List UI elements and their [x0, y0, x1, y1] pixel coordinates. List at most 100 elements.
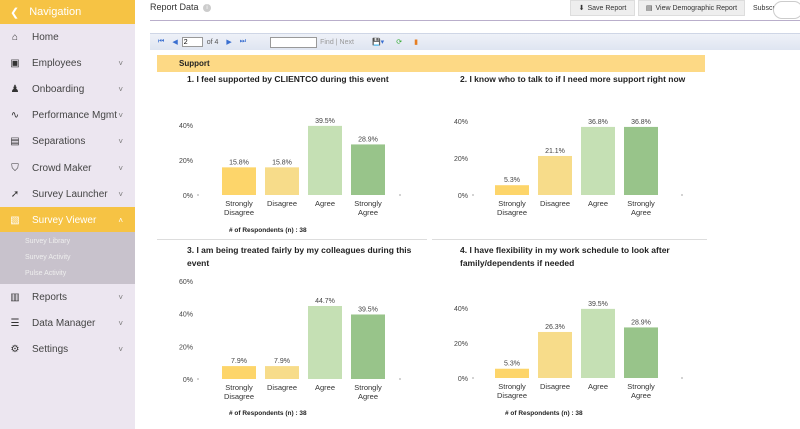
find-link[interactable]: Find: [320, 38, 334, 46]
sidebar-subitem-survey-library[interactable]: Survey Library: [25, 238, 71, 245]
pulse-icon: ∿: [10, 109, 20, 121]
category-label: Strongly Disagree: [224, 199, 254, 217]
page-count: of 4: [206, 38, 219, 46]
bar: [581, 308, 615, 378]
chevron-down-icon: ˅: [118, 136, 123, 146]
data-label: 36.8%: [631, 119, 651, 126]
prev-page-icon[interactable]: ◀: [172, 39, 178, 46]
sidebar-subitem-survey-activity[interactable]: Survey Activity: [25, 254, 71, 261]
data-label: 39.5%: [358, 306, 378, 313]
chevron-left-icon: ❮: [10, 6, 20, 19]
y-tick-label: 20%: [179, 344, 193, 351]
category-label: Strongly Agree: [627, 199, 655, 217]
y-tick-label: 0%: [458, 193, 468, 200]
sidebar-item-home[interactable]: ⌂ Home: [0, 24, 135, 50]
respondents-count-1: # of Respondents (n) : 38: [229, 227, 307, 234]
divider: [432, 239, 707, 240]
crowd-icon: ⛉: [11, 162, 19, 174]
gear-icon: ⚙: [10, 343, 20, 355]
category-label: Agree: [315, 199, 335, 208]
category-label: Strongly Disagree: [497, 199, 527, 217]
sidebar-item-onboarding[interactable]: ♟ Onboarding ˅: [0, 76, 135, 102]
sidebar-item-separations[interactable]: ▤ Separations ˅: [0, 128, 135, 154]
axis-dot: [197, 378, 199, 380]
subscribe-label: Subscribe: [753, 5, 785, 12]
data-label: 39.5%: [588, 301, 608, 308]
sidebar-item-settings[interactable]: ⚙ Settings ˅: [0, 336, 135, 362]
y-tick-label: 0%: [183, 193, 193, 200]
category-label: Strongly Agree: [354, 199, 382, 217]
info-icon[interactable]: i: [203, 4, 211, 12]
sidebar-item-crowd-maker[interactable]: ⛉ Crowd Maker ˅: [0, 155, 135, 181]
save-icon: ⬇: [578, 5, 585, 12]
sidebar-item-data-manager[interactable]: ☰ Data Manager ˅: [0, 310, 135, 336]
bar: [308, 305, 342, 379]
divider: [157, 239, 427, 240]
data-label: 44.7%: [315, 298, 335, 305]
survey-viewer-submenu: Survey Library Survey Activity Pulse Act…: [0, 232, 135, 284]
sidebar-item-employees[interactable]: ▣ Employees ˅: [0, 50, 135, 76]
rocket-icon: ➚: [10, 188, 20, 200]
sidebar-subitem-pulse-activity[interactable]: Pulse Activity: [25, 270, 67, 277]
sidebar-item-reports[interactable]: ▥ Reports ˅: [0, 284, 135, 310]
category-label: Disagree: [267, 199, 297, 208]
category-label: Agree: [315, 383, 335, 392]
y-tick-label: 40%: [179, 312, 193, 319]
category-label: Disagree: [267, 383, 297, 392]
export-icon[interactable]: 💾▾: [371, 39, 385, 46]
separator: |: [335, 38, 338, 46]
y-tick-label: 40%: [179, 123, 193, 130]
report-icon: ▤: [645, 5, 653, 12]
subscribe-toggle[interactable]: [773, 1, 800, 19]
page-number-input[interactable]: [181, 37, 203, 47]
chevron-down-icon: ˅: [118, 84, 123, 94]
y-tick-label: 0%: [458, 376, 468, 383]
print-icon[interactable]: ▮: [414, 39, 418, 46]
sidebar-item-performance-mgmt[interactable]: ∿ Performance Mgmt ˅: [0, 102, 135, 128]
respondents-count-3: # of Respondents (n) : 38: [229, 410, 307, 417]
bar: [538, 155, 572, 195]
survey-icon: ▧: [10, 214, 20, 226]
save-report-button[interactable]: ⬇ Save Report: [570, 0, 635, 16]
next-page-icon[interactable]: ▶: [226, 39, 232, 46]
data-label: 39.5%: [315, 118, 335, 125]
first-page-icon[interactable]: ⏮: [158, 38, 165, 45]
chevron-down-icon: ˅: [118, 318, 123, 328]
data-label: 21.1%: [545, 148, 565, 155]
sidebar: ❮ Navigation ⌂ Home ▣ Employees ˅ ♟ Onboarding ˅…: [0, 0, 135, 429]
y-tick-label: 20%: [454, 156, 468, 163]
chevron-down-icon: ˅: [118, 189, 123, 199]
view-demographic-report-button[interactable]: ▤ View Demographic Report: [638, 0, 745, 16]
last-page-icon[interactable]: ⏭: [239, 38, 247, 45]
navigation-header[interactable]: ❮ Navigation: [0, 0, 135, 24]
chevron-down-icon: ˅: [118, 292, 123, 302]
sidebar-item-survey-viewer[interactable]: ▧ Survey Viewer ˄: [0, 207, 135, 233]
bar: [495, 185, 529, 195]
category-label: Strongly Agree: [627, 382, 655, 400]
bar: [351, 144, 385, 195]
data-label: 15.8%: [229, 159, 249, 166]
data-label: 36.8%: [588, 119, 608, 126]
chevron-down-icon: ˅: [118, 58, 123, 68]
document-icon: ▤: [10, 135, 20, 147]
data-label: 5.3%: [504, 361, 520, 368]
question-4-title: 4. I have flexibility in my work schedul…: [460, 245, 670, 268]
sidebar-item-survey-launcher[interactable]: ➚ Survey Launcher ˅: [0, 181, 135, 207]
y-tick-label: 60%: [179, 279, 193, 286]
find-input[interactable]: [270, 36, 318, 48]
axis-dot: [197, 194, 199, 196]
refresh-icon[interactable]: ⟳: [396, 39, 403, 46]
bar: [265, 366, 299, 379]
y-tick-label: 40%: [454, 306, 468, 313]
y-tick-label: 40%: [454, 119, 468, 126]
chevron-down-icon: ˅: [118, 344, 123, 354]
data-label: 7.9%: [231, 358, 247, 365]
bar-chart-icon: ▥: [10, 291, 20, 303]
chevron-down-icon: ˅: [118, 163, 123, 173]
bar: [495, 368, 529, 378]
bar: [351, 314, 385, 379]
data-label: 28.9%: [358, 136, 378, 143]
axis-dot: [399, 194, 401, 196]
next-link[interactable]: Next: [339, 38, 354, 46]
